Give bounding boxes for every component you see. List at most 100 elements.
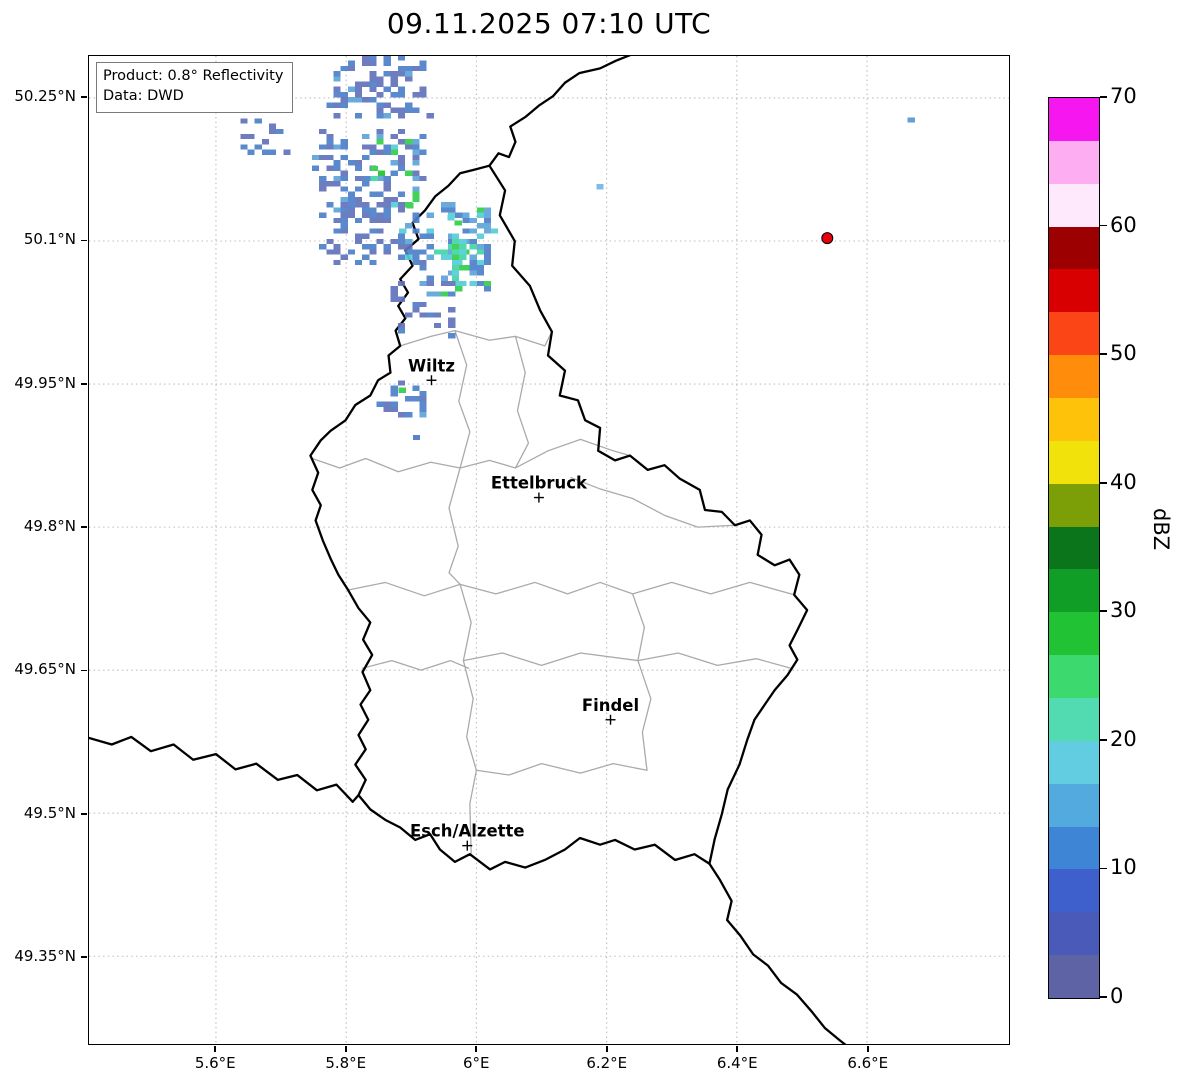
radar-pixel bbox=[383, 186, 391, 192]
radar-pixel bbox=[469, 217, 477, 224]
canton-border bbox=[311, 450, 549, 473]
radar-pixel bbox=[469, 228, 477, 234]
x-tick-mark bbox=[736, 1046, 739, 1052]
radar-pixel bbox=[448, 322, 456, 329]
radar-pixel bbox=[376, 401, 384, 407]
radar-pixel bbox=[462, 217, 470, 224]
colorbar-band bbox=[1049, 526, 1099, 570]
belgium_germany-border bbox=[488, 56, 631, 167]
radar-pixel bbox=[333, 181, 341, 187]
radar-pixel bbox=[333, 71, 341, 77]
radar-pixel bbox=[397, 139, 406, 145]
radar-pixel bbox=[462, 228, 470, 234]
radar-pixel bbox=[254, 118, 262, 124]
radar-pixel bbox=[412, 154, 420, 161]
radar-pixel bbox=[333, 86, 341, 93]
radar-pixel bbox=[452, 244, 460, 250]
radar-pixel bbox=[476, 244, 484, 250]
colorbar-band bbox=[1049, 826, 1099, 870]
radar-pixel bbox=[362, 81, 370, 87]
radar-pixel bbox=[419, 312, 427, 318]
radar-pixel bbox=[412, 170, 420, 176]
luxembourg-border bbox=[309, 164, 809, 871]
colorbar-band bbox=[1049, 98, 1099, 141]
colorbar-band bbox=[1049, 698, 1099, 741]
radar-pixel bbox=[340, 202, 348, 208]
canton-border bbox=[547, 438, 631, 457]
radar-pixel bbox=[412, 434, 421, 441]
radar-pixel bbox=[340, 212, 348, 218]
colorbar-tick-mark bbox=[1100, 481, 1107, 484]
radar-pixel bbox=[355, 217, 363, 224]
radar-pixel bbox=[412, 385, 420, 392]
radar-pixel bbox=[362, 154, 370, 161]
radar-pixel bbox=[340, 102, 348, 108]
radar-pixel bbox=[362, 212, 370, 218]
radar-pixel bbox=[397, 202, 406, 208]
radar-pixel bbox=[340, 65, 348, 72]
radar-pixel bbox=[405, 223, 413, 229]
radar-pixel bbox=[347, 191, 356, 197]
radar-pixel bbox=[383, 149, 391, 155]
x-tick-label: 6°E bbox=[462, 1054, 490, 1072]
radar-pixel bbox=[340, 144, 348, 150]
radar-pixel bbox=[240, 133, 248, 140]
radar-pixel bbox=[469, 259, 477, 266]
radar-pixel bbox=[426, 312, 434, 318]
radar-pixel bbox=[369, 144, 377, 150]
radar-pixel bbox=[390, 196, 398, 203]
radar-pixel bbox=[369, 56, 377, 61]
radar-pixel bbox=[459, 254, 467, 260]
product-line: Product: 0.8° Reflectivity bbox=[103, 68, 284, 84]
radar-pixel bbox=[455, 280, 463, 287]
colorbar-band bbox=[1049, 912, 1099, 956]
radar-pixel bbox=[405, 170, 413, 176]
radar-pixel bbox=[333, 160, 341, 166]
radar-pixel bbox=[326, 139, 334, 145]
radar-pixel bbox=[412, 249, 420, 255]
radar-pixel bbox=[397, 233, 406, 239]
colorbar-tick-mark bbox=[1100, 353, 1107, 356]
radar-pixel bbox=[376, 238, 384, 245]
radar-pixel bbox=[240, 118, 248, 124]
radar-pixel bbox=[419, 133, 427, 140]
radar-pixel bbox=[397, 71, 406, 77]
colorbar-band bbox=[1049, 398, 1099, 441]
radar-pixel bbox=[397, 191, 406, 197]
radar-pixel bbox=[383, 244, 391, 250]
radar-pixel bbox=[312, 154, 320, 161]
radar-pixel bbox=[261, 149, 270, 155]
radar-pixel bbox=[362, 202, 370, 208]
radar-pixel bbox=[452, 238, 460, 245]
radar-pixel bbox=[447, 214, 455, 221]
radar-pixel bbox=[448, 249, 456, 255]
radar-pixel bbox=[440, 275, 449, 281]
radar-pixel bbox=[405, 107, 413, 113]
radar-pixel bbox=[347, 86, 356, 93]
city-label: Ettelbruck bbox=[491, 474, 588, 493]
radar-pixel bbox=[483, 254, 492, 260]
radar-pixel bbox=[383, 60, 391, 66]
canton-border bbox=[462, 652, 639, 667]
radar-pixel bbox=[347, 60, 356, 66]
y-tick-label: 49.65°N bbox=[14, 660, 76, 679]
radar-pixel bbox=[319, 212, 327, 218]
radar-pixel bbox=[376, 191, 384, 197]
radar-pixel bbox=[426, 233, 434, 239]
radar-pixel bbox=[469, 265, 477, 271]
colorbar-tick-mark bbox=[1100, 739, 1107, 741]
radar-pixel bbox=[376, 217, 384, 224]
radar-pixel bbox=[390, 291, 398, 297]
radar-pixel bbox=[419, 401, 427, 407]
radar-pixel bbox=[340, 223, 348, 229]
radar-pixel bbox=[383, 207, 391, 213]
radar-pixel bbox=[412, 196, 420, 203]
canton-border bbox=[514, 335, 530, 469]
x-tick-mark bbox=[344, 1046, 347, 1052]
radar-pixel bbox=[426, 244, 434, 250]
radar-pixel bbox=[419, 280, 427, 287]
radar-pixel bbox=[483, 280, 492, 287]
radar-pixel bbox=[333, 228, 341, 234]
radar-pixel bbox=[397, 112, 406, 119]
radar-pixel bbox=[397, 380, 406, 386]
